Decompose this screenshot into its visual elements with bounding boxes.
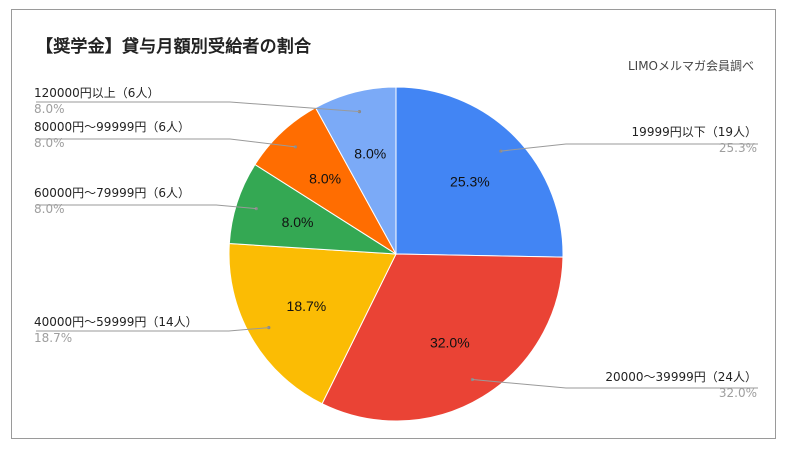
leader-line [36,204,257,210]
leader-line [36,138,296,148]
slice-category-label: 60000円〜79999円（6人） [34,186,190,200]
leader-line [36,101,360,113]
chart-title: 【奨学金】貸与月額別受給者の割合 [36,37,312,57]
slice-percent-label: 8.0% [34,102,65,116]
slice-value-label: 8.0% [354,146,386,162]
slice-labels: 25.3% 19999円以下（19人） 25.3% 32.0% 20000〜39999円… [34,86,757,400]
chart-subtitle: LIMOメルマガ会員調べ [627,59,754,73]
pie-slice [395,86,564,258]
slice-category-label: 80000円〜99999円（6人） [34,120,190,134]
slice-percent-label: 8.0% [34,202,65,216]
slice-category-label: 40000円〜59999円（14人） [34,315,198,329]
slice-percent-label: 18.7% [34,331,72,345]
pie-slice [228,242,397,405]
slice-category-label: 19999円以下（19人） [632,125,757,139]
slice-value-label: 32.0% [430,334,470,350]
slice-percent-label: 25.3% [719,141,757,155]
slice-value-label: 8.0% [282,214,314,230]
slice-percent-label: 8.0% [34,136,65,150]
slice-value-label: 8.0% [309,171,341,187]
pie-slices [228,86,564,422]
slice-category-label: 120000円以上（6人） [34,86,159,100]
slice-value-label: 18.7% [287,298,327,314]
pie-slice [314,86,397,255]
slice-value-label: 25.3% [450,173,490,189]
slice-percent-label: 32.0% [719,386,757,400]
leader-line [500,143,758,152]
slice-category-label: 20000〜39999円（24人） [605,370,757,384]
leader-lines [36,101,758,389]
pie-slice [321,253,564,422]
leader-line [472,379,758,389]
leader-line [36,327,269,332]
